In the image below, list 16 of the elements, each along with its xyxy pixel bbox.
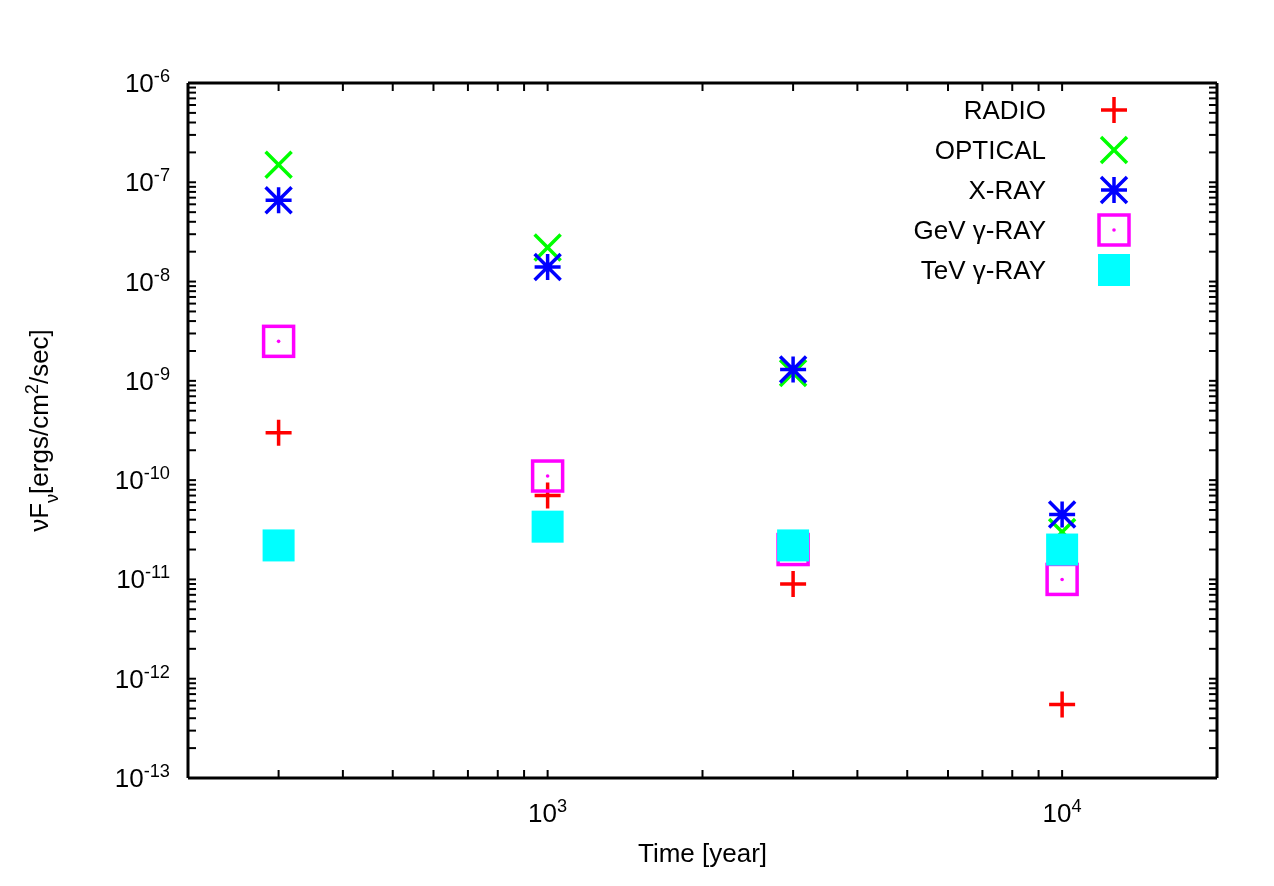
x-tick-label: 10$^{3}$ [528, 796, 568, 828]
y-tick-label: 10$^{-11}$ [116, 562, 170, 595]
y-tick-label: 10$^{-7}$ [124, 165, 170, 198]
y-tick-label: 10$^{-10}$ [114, 463, 170, 496]
x-tick-label: 10$^{4}$ [1042, 796, 1082, 828]
x-axis-title: Time [year] [637, 838, 768, 868]
legend-label: X-RAY [968, 175, 1046, 205]
y-tick-label: 10$^{-13}$ [114, 761, 170, 793]
y-tick-label: 10$^{-9}$ [124, 363, 170, 396]
legend-label: OPTICAL [934, 135, 1046, 165]
legend-label: GeV γ-RAY [913, 215, 1046, 245]
y-tick-label: 10$^{-6}$ [124, 66, 170, 98]
y-tick-label: 10$^{-8}$ [124, 264, 170, 297]
y-tick-label: 10$^{-12}$ [114, 661, 170, 694]
legend-label: TeV γ-RAY [920, 255, 1046, 285]
legend-label: RADIO [963, 95, 1046, 125]
